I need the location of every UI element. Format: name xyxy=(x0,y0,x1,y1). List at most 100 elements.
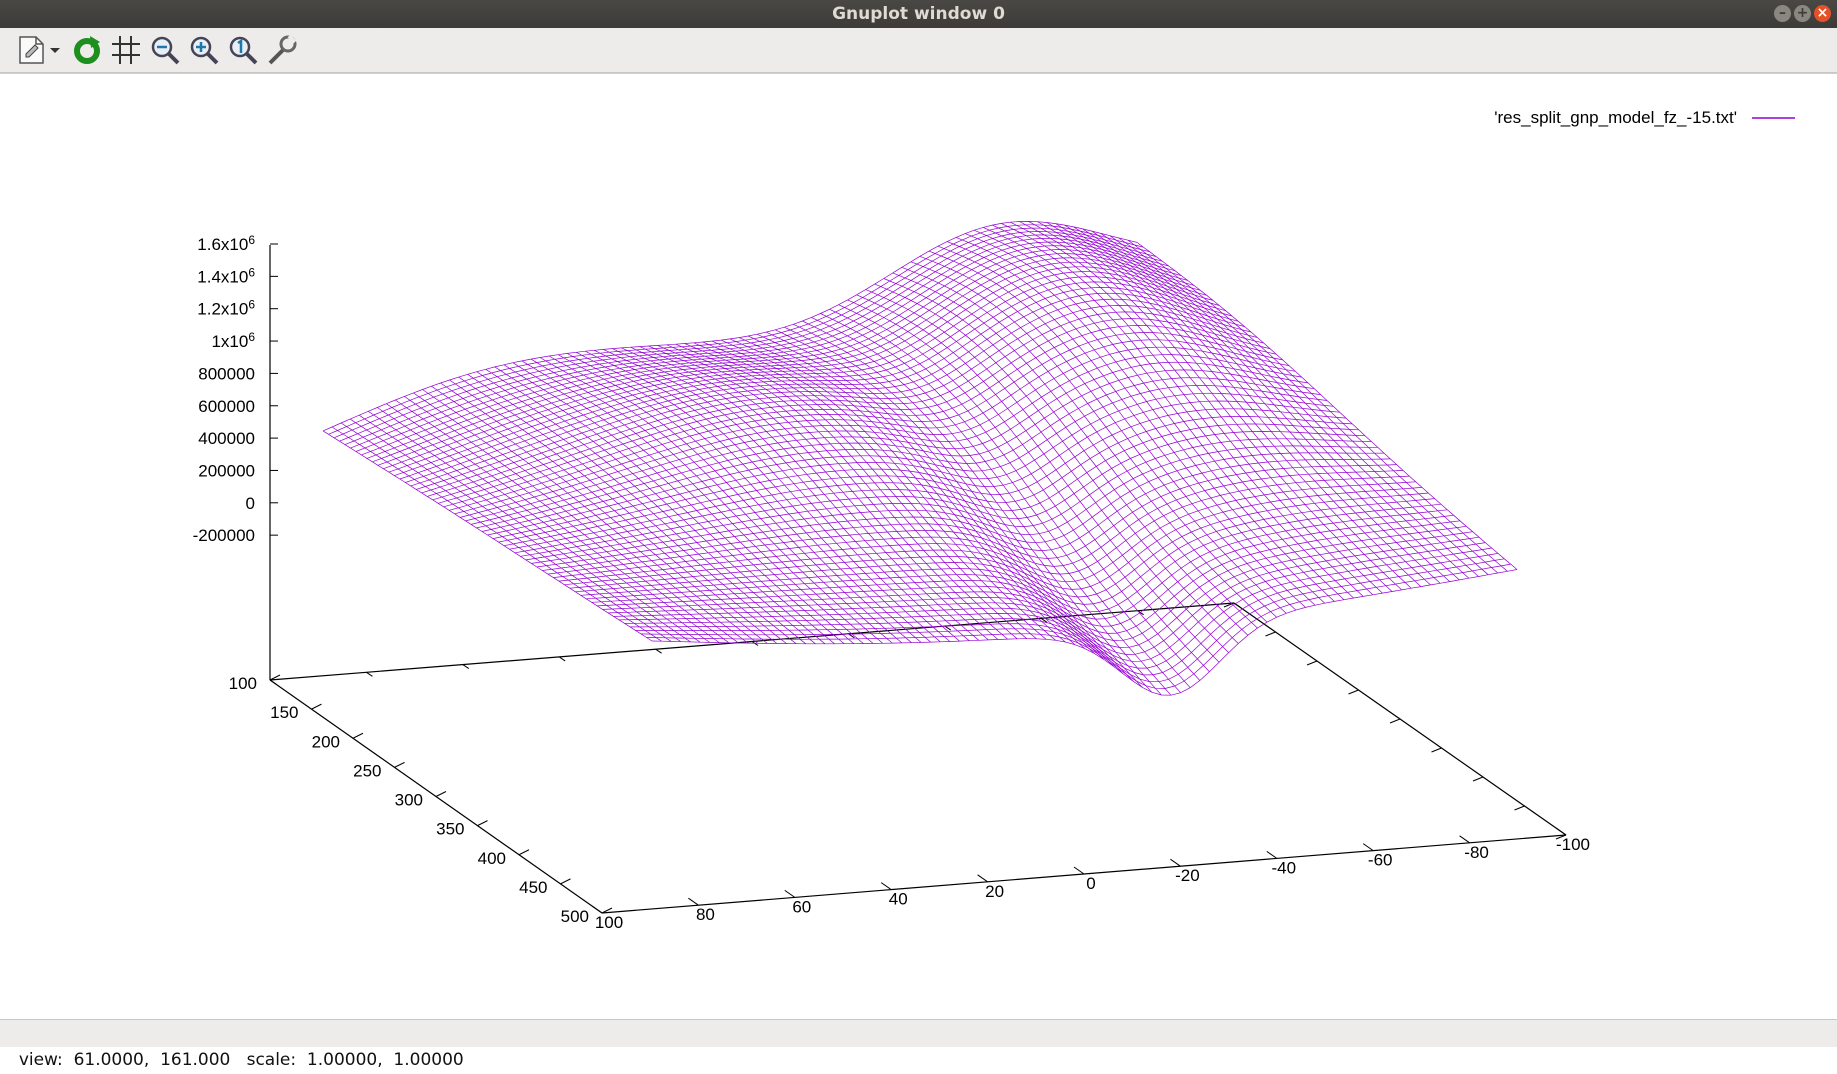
x-tick-mark xyxy=(1073,866,1085,875)
surface-row-line xyxy=(350,238,1169,449)
y-tick-mark xyxy=(477,820,488,827)
x-tick-mark xyxy=(655,648,662,654)
y-tick-mark xyxy=(1306,660,1318,666)
y-tick-mark xyxy=(1265,631,1276,637)
surface-column-line xyxy=(738,337,1095,654)
surface-column-line xyxy=(322,430,653,642)
status-bar: view: 61.0000, 161.000 scale: 1.00000, 1… xyxy=(0,1019,1837,1070)
surface-row-line xyxy=(525,438,1372,561)
surface-column-line xyxy=(702,341,1056,641)
surface-column-line xyxy=(946,241,1316,606)
legend-label: 'res_split_gnp_model_fz_-15.txt' xyxy=(1494,108,1737,127)
x-tick-label: -60 xyxy=(1368,851,1393,870)
surface-column-line xyxy=(983,227,1354,599)
surface-chart: 'res_split_gnp_model_fz_-15.txt' 1.6x106… xyxy=(193,108,1795,932)
surface-column-line xyxy=(992,224,1364,597)
plot-area[interactable]: 'res_split_gnp_model_fz_-15.txt' 1.6x106… xyxy=(0,73,1837,1020)
window-title: Gnuplot window 0 xyxy=(832,4,1005,24)
replot-icon[interactable] xyxy=(70,34,104,66)
z-tick-label: 1.6x106 xyxy=(197,233,255,254)
surface-column-line xyxy=(603,349,951,642)
x-tick-mark xyxy=(880,882,892,891)
surface-column-line xyxy=(1010,221,1383,594)
surface-column-line xyxy=(729,338,1085,649)
surface-column-line xyxy=(639,346,989,641)
surface-column-line xyxy=(775,329,1133,682)
y-tick-mark xyxy=(1514,805,1525,811)
y-tick-mark xyxy=(1348,689,1359,695)
surface-column-line xyxy=(711,340,1066,643)
x-tick-mark xyxy=(1266,850,1278,859)
surface-column-line xyxy=(359,414,691,643)
y-tick-mark xyxy=(1555,834,1567,840)
x-tick-label: -40 xyxy=(1272,858,1297,877)
y-tick-mark xyxy=(269,674,281,681)
surface-column-line xyxy=(476,371,816,645)
x-tick-mark xyxy=(366,671,373,677)
x-tick-mark xyxy=(1170,858,1181,867)
surface-row-line xyxy=(366,249,1188,459)
surface-row-line xyxy=(575,492,1429,598)
surface-column-line xyxy=(820,313,1181,693)
toolbar xyxy=(0,28,1837,73)
surface-row-line xyxy=(498,400,1340,543)
surface-column-line xyxy=(919,255,1287,614)
surface-column-line xyxy=(847,299,1210,672)
surface-column-line xyxy=(467,374,807,645)
z-tick-label: 0 xyxy=(246,494,255,513)
y-tick-mark xyxy=(311,703,322,710)
surface-column-line xyxy=(377,407,710,643)
zoom-in-icon[interactable] xyxy=(187,34,221,66)
surface-column-line xyxy=(458,376,797,644)
surface-column-line xyxy=(349,418,681,642)
y-tick-mark xyxy=(1472,776,1484,782)
surface-column-line xyxy=(530,358,874,644)
surface-column-line xyxy=(594,349,941,643)
maximize-button[interactable]: + xyxy=(1794,5,1811,22)
surface-column-line xyxy=(648,345,999,640)
y-tick-label: 350 xyxy=(436,820,464,839)
surface-column-line xyxy=(684,343,1037,640)
y-tick-mark xyxy=(1223,602,1235,608)
minimize-button[interactable]: – xyxy=(1774,5,1791,22)
surface-column-line xyxy=(965,233,1335,602)
surface-column-line xyxy=(1064,224,1441,584)
x-tick-mark xyxy=(1555,827,1567,836)
surface-column-line xyxy=(883,278,1249,636)
surface-column-line xyxy=(1127,239,1508,572)
settings-icon[interactable] xyxy=(265,34,299,66)
y-tick-label: 400 xyxy=(478,849,506,868)
y-tick-mark xyxy=(1389,718,1401,724)
x-tick-label: 80 xyxy=(696,905,715,924)
x-tick-label: 0 xyxy=(1086,874,1095,893)
surface-column-line xyxy=(766,331,1124,674)
y-tick-mark xyxy=(394,761,405,768)
surface-column-line xyxy=(558,354,903,644)
surface-column-line xyxy=(449,379,787,644)
z-tick-label: 800000 xyxy=(198,364,255,383)
zoom-original-icon[interactable] xyxy=(226,34,260,66)
zoom-out-icon[interactable] xyxy=(148,34,182,66)
x-tick-mark xyxy=(591,905,603,914)
close-button[interactable]: × xyxy=(1814,5,1831,22)
surface-column-line xyxy=(955,237,1326,604)
surface-column-line xyxy=(368,411,701,643)
y-tick-label: 100 xyxy=(229,674,257,693)
surface-column-line xyxy=(431,385,768,644)
surface-column-line xyxy=(422,389,758,644)
surface-column-line xyxy=(793,323,1153,693)
surface-column-line xyxy=(395,399,730,644)
grid-icon[interactable] xyxy=(109,34,143,66)
surface-column-line xyxy=(612,348,960,642)
surface-row-line xyxy=(509,416,1353,550)
surface-column-line xyxy=(720,339,1076,645)
surface-row-line xyxy=(542,458,1391,571)
surface-row-line xyxy=(399,276,1226,480)
z-tick-label: 1.4x106 xyxy=(197,265,255,286)
x-tick-mark xyxy=(1362,843,1374,852)
surface-column-line xyxy=(747,335,1104,660)
export-icon[interactable] xyxy=(16,34,62,66)
surface-row-line xyxy=(640,558,1505,683)
surface-row-line xyxy=(553,470,1404,578)
surface-column-line xyxy=(503,364,845,644)
